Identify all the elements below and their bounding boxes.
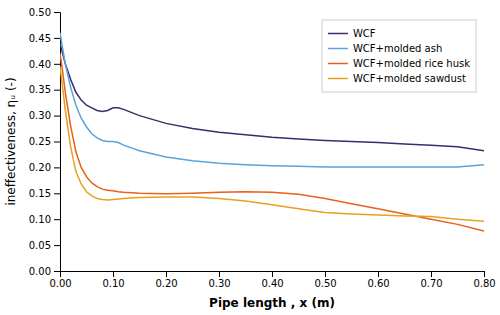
tick: 0.30 xyxy=(29,110,60,121)
tick-mark xyxy=(113,271,114,277)
tick-mark xyxy=(378,271,379,277)
axis-domain xyxy=(54,13,61,272)
tick: 0.25 xyxy=(29,136,60,147)
tick-label: 0.70 xyxy=(420,278,442,289)
plot-area xyxy=(60,33,484,231)
y-axis-title: ineffectiveness, ηᵤ (-) xyxy=(4,77,18,205)
series-line xyxy=(60,33,484,167)
y-axis: 0.00 0.05 0.10 0.15 0.20 0.25 0.30 0.35 0.40 0.45… xyxy=(29,7,61,277)
tick-mark xyxy=(166,271,167,277)
tick-mark xyxy=(431,271,432,277)
tick-mark xyxy=(54,116,60,117)
tick: 0.00 xyxy=(49,271,71,289)
tick: 0.15 xyxy=(29,188,60,199)
tick: 0.20 xyxy=(29,162,60,173)
tick: 0.40 xyxy=(261,271,283,289)
tick: 0.00 xyxy=(29,266,60,277)
tick-mark xyxy=(54,38,60,39)
tick-label: 0.50 xyxy=(29,7,51,18)
tick-mark xyxy=(272,271,273,277)
legend: WCF WCF+molded ash WCF+molded rice husk WCF… xyxy=(322,20,476,92)
tick-mark xyxy=(54,142,60,143)
tick-label: 0.00 xyxy=(49,278,71,289)
tick-mark xyxy=(54,90,60,91)
tick-label: 0.20 xyxy=(29,162,51,173)
tick-label: 0.60 xyxy=(367,278,389,289)
legend-swatch xyxy=(328,48,348,50)
tick-label: 0.40 xyxy=(29,59,51,70)
tick: 0.20 xyxy=(155,271,177,289)
tick-mark xyxy=(54,271,60,272)
tick-label: 0.20 xyxy=(155,278,177,289)
tick: 0.45 xyxy=(29,33,60,44)
legend-label: WCF+molded ash xyxy=(353,43,442,54)
tick-label: 0.35 xyxy=(29,84,51,95)
tick: 0.40 xyxy=(29,59,60,70)
tick-label: 0.80 xyxy=(473,278,495,289)
tick-mark xyxy=(325,271,326,277)
tick-label: 0.10 xyxy=(102,278,124,289)
tick-mark xyxy=(54,12,60,13)
tick-mark xyxy=(54,167,60,168)
tick-label: 0.30 xyxy=(208,278,230,289)
tick-label: 0.50 xyxy=(314,278,336,289)
tick: 0.60 xyxy=(367,271,389,289)
tick-mark xyxy=(54,219,60,220)
legend-label: WCF+molded rice husk xyxy=(353,58,470,69)
tick: 0.10 xyxy=(102,271,124,289)
legend-swatch xyxy=(328,78,348,80)
tick-mark xyxy=(54,245,60,246)
tick-label: 0.45 xyxy=(29,33,51,44)
tick-label: 0.40 xyxy=(261,278,283,289)
tick-label: 0.05 xyxy=(29,240,51,251)
tick: 0.80 xyxy=(473,271,495,289)
tick: 0.30 xyxy=(208,271,230,289)
legend-label: WCF+molded sawdust xyxy=(353,73,466,84)
tick-label: 0.30 xyxy=(29,110,51,121)
tick: 0.35 xyxy=(29,84,60,95)
tick-label: 0.15 xyxy=(29,188,51,199)
legend-label: WCF xyxy=(353,28,376,39)
legend-box xyxy=(322,20,476,92)
tick-mark xyxy=(54,193,60,194)
chart: 0.000.100.200.300.400.500.600.700.800.00… xyxy=(0,0,500,315)
tick-mark xyxy=(219,271,220,277)
tick: 0.05 xyxy=(29,240,60,251)
series-line xyxy=(60,43,484,151)
tick: 0.70 xyxy=(420,271,442,289)
series-line xyxy=(60,53,484,231)
tick-label: 0.25 xyxy=(29,136,51,147)
tick-label: 0.10 xyxy=(29,214,51,225)
legend-swatch xyxy=(328,63,348,65)
tick-label: 0.00 xyxy=(29,266,51,277)
tick-mark xyxy=(484,271,485,277)
tick-mark xyxy=(54,64,60,65)
x-axis: 0.00 0.10 0.20 0.30 0.40 0.50 0.60 0.70 0.80 xyxy=(49,271,495,289)
tick: 0.50 xyxy=(314,271,336,289)
tick: 0.50 xyxy=(29,7,60,18)
axis-domain xyxy=(61,272,485,278)
x-axis-title: Pipe length , x (m) xyxy=(209,296,335,310)
legend-swatch xyxy=(328,33,348,35)
tick: 0.10 xyxy=(29,214,60,225)
